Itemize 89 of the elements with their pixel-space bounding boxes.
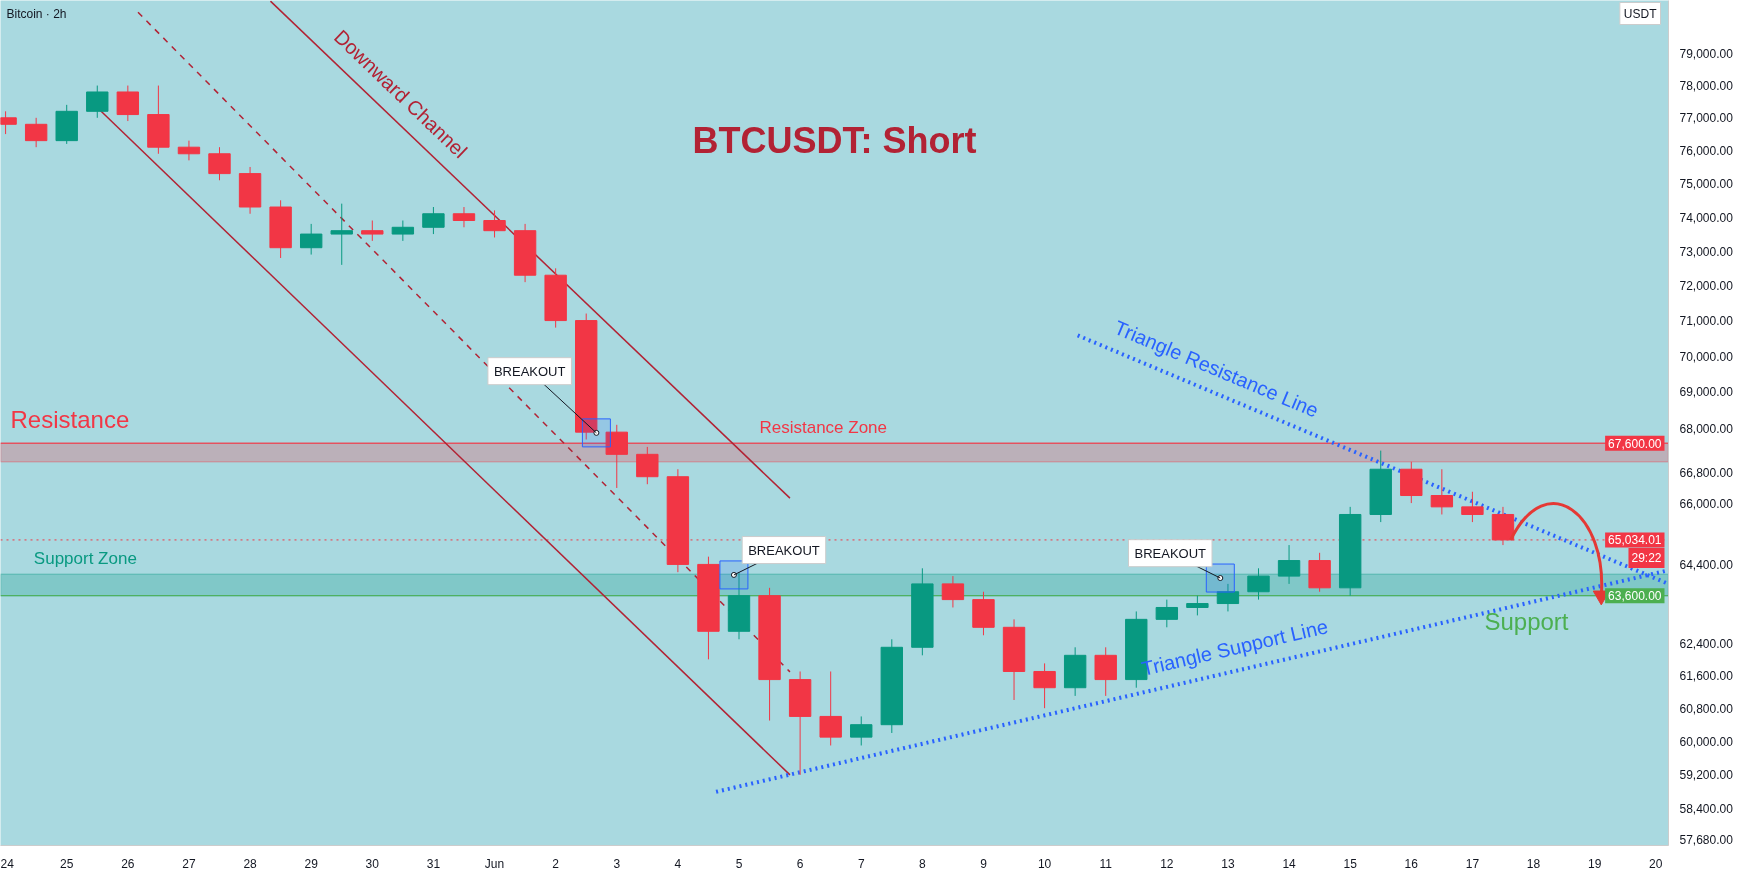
x-tick-label: 16 bbox=[1404, 856, 1419, 871]
candlestick bbox=[1430, 468, 1454, 515]
x-tick-label: 12 bbox=[1160, 856, 1174, 871]
annotation: BREAKOUT bbox=[493, 363, 566, 379]
y-tick-label: 72,000.00 bbox=[1679, 279, 1734, 294]
y-axis-title: USDT bbox=[1623, 6, 1658, 21]
y-tick-label: 61,600.00 bbox=[1679, 669, 1734, 684]
x-tick-label: 15 bbox=[1343, 856, 1358, 871]
candlestick bbox=[1216, 583, 1240, 612]
band-label: Support Zone bbox=[33, 549, 137, 569]
candlestick bbox=[391, 220, 415, 242]
x-tick-label: 28 bbox=[243, 856, 258, 871]
x-tick-label: 8 bbox=[919, 856, 927, 871]
candlestick bbox=[1033, 662, 1056, 709]
ref-line-label: 63,600.00 bbox=[1608, 589, 1662, 604]
candlestick bbox=[483, 209, 506, 238]
x-tick-label: 27 bbox=[182, 856, 196, 871]
x-tick-label: 3 bbox=[613, 856, 621, 871]
x-tick-label: 13 bbox=[1221, 856, 1235, 871]
x-tick-label: 14 bbox=[1282, 856, 1297, 871]
annotation: Resistance bbox=[10, 406, 130, 434]
y-tick-label: 58,400.00 bbox=[1679, 802, 1734, 817]
candlestick bbox=[86, 85, 109, 119]
ref-line-label: 65,034.01 bbox=[1608, 533, 1662, 548]
candlestick bbox=[850, 715, 873, 746]
y-tick-label: 62,400.00 bbox=[1679, 636, 1734, 651]
x-tick-label: Jun bbox=[484, 856, 505, 871]
x-tick-label: 17 bbox=[1465, 856, 1480, 871]
annotation: Support bbox=[1484, 607, 1569, 635]
y-tick-label: 59,200.00 bbox=[1679, 768, 1734, 783]
annotation: BREAKOUT bbox=[748, 542, 820, 558]
y-tick-label: 68,000.00 bbox=[1679, 421, 1734, 436]
y-tick-label: 70,000.00 bbox=[1679, 349, 1734, 364]
text: BTCUSDT: Short bbox=[692, 119, 977, 161]
x-tick-label: 25 bbox=[60, 856, 74, 871]
x-tick-label: 30 bbox=[365, 856, 380, 871]
candlestick bbox=[330, 203, 353, 266]
candlestick bbox=[1277, 544, 1301, 585]
candlestick bbox=[1155, 599, 1179, 628]
candlestick bbox=[422, 206, 445, 235]
x-tick-label: 18 bbox=[1526, 856, 1541, 871]
candlestick bbox=[299, 223, 323, 256]
band-label: Resistance Zone bbox=[759, 418, 888, 438]
y-tick-label: 73,000.00 bbox=[1679, 244, 1734, 259]
candlestick bbox=[24, 117, 48, 148]
candlestick bbox=[361, 220, 384, 242]
x-tick-label: 9 bbox=[980, 856, 988, 871]
annotation: BREAKOUT bbox=[1134, 545, 1207, 561]
x-tick-label: 10 bbox=[1037, 856, 1052, 871]
y-tick-label: 57,680.00 bbox=[1679, 833, 1734, 848]
candlestick bbox=[208, 146, 231, 181]
y-tick-label: 76,000.00 bbox=[1679, 143, 1734, 158]
y-tick-label: 71,000.00 bbox=[1679, 314, 1734, 329]
x-tick-label: 5 bbox=[735, 856, 743, 871]
y-tick-label: 78,000.00 bbox=[1679, 79, 1734, 94]
x-tick-label: 19 bbox=[1587, 856, 1602, 871]
x-tick-label: 6 bbox=[796, 856, 804, 871]
ref-line-label: 67,600.00 bbox=[1608, 436, 1662, 451]
x-tick-label: 31 bbox=[426, 856, 441, 871]
candlestick bbox=[941, 575, 965, 608]
x-tick-label: 24 bbox=[0, 856, 15, 871]
y-tick-label: 60,800.00 bbox=[1679, 701, 1734, 716]
candlestick bbox=[1186, 595, 1209, 616]
x-tick-label: 11 bbox=[1099, 856, 1113, 871]
y-tick-label: 79,000.00 bbox=[1679, 47, 1734, 62]
x-tick-label: 4 bbox=[674, 856, 682, 871]
x-tick-label: 7 bbox=[857, 856, 865, 871]
candlestick bbox=[116, 85, 140, 122]
y-tick-label: 66,800.00 bbox=[1679, 466, 1734, 481]
candlestick bbox=[819, 670, 842, 746]
candlestick bbox=[452, 206, 476, 228]
x-tick-label: 2 bbox=[552, 856, 560, 871]
candlestick bbox=[177, 140, 201, 161]
candlestick bbox=[1247, 567, 1270, 601]
y-tick-label: 66,000.00 bbox=[1679, 496, 1734, 511]
text: Bitcoin · 2h bbox=[6, 6, 67, 21]
candlestick bbox=[636, 446, 659, 485]
annotation: 29:22 bbox=[1631, 550, 1662, 565]
x-tick-label: 26 bbox=[121, 856, 135, 871]
x-tick-label: 29 bbox=[304, 856, 319, 871]
y-tick-label: 60,000.00 bbox=[1679, 734, 1734, 749]
y-tick-label: 77,000.00 bbox=[1679, 111, 1734, 126]
y-tick-label: 75,000.00 bbox=[1679, 177, 1734, 192]
candlestick bbox=[1461, 491, 1484, 523]
text: Triangle Support Line bbox=[1139, 615, 1330, 680]
x-tick-label: 20 bbox=[1649, 856, 1663, 871]
y-tick-label: 64,400.00 bbox=[1679, 557, 1734, 572]
y-tick-label: 69,000.00 bbox=[1679, 385, 1734, 400]
y-tick-label: 74,000.00 bbox=[1679, 210, 1734, 225]
